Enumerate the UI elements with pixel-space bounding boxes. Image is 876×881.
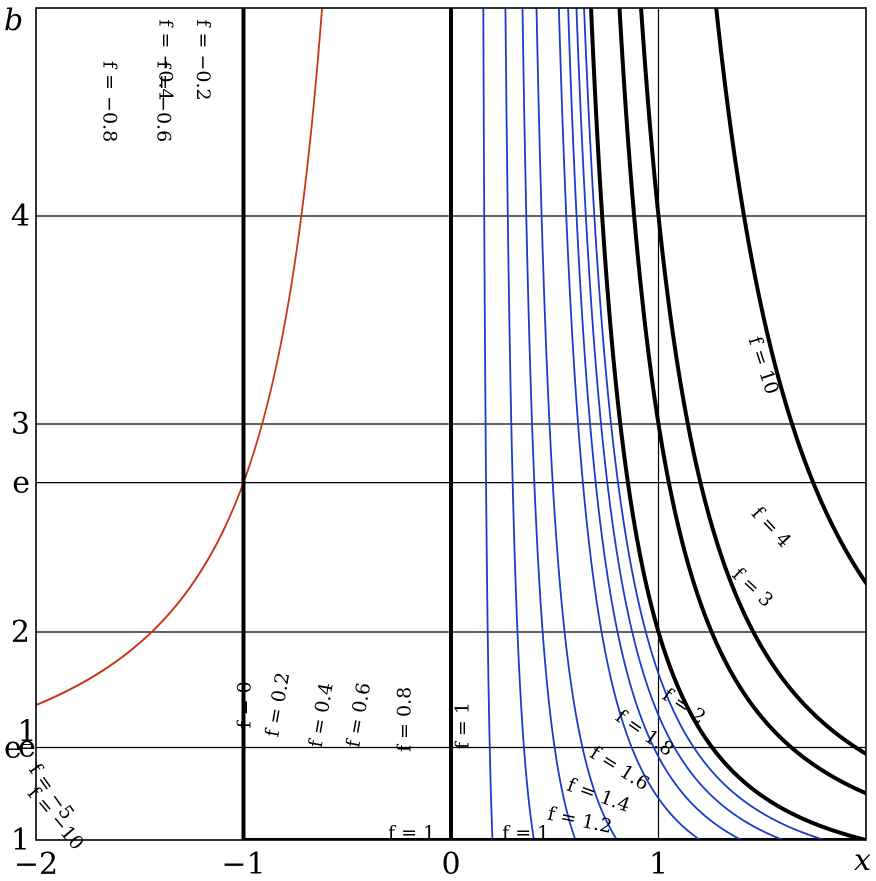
x-tick-label: 1 (649, 847, 668, 881)
curve-f-10 (714, 8, 866, 587)
x-tick-label: 0 (441, 847, 460, 881)
curve-label: f = 1 (451, 702, 473, 749)
curve-label: f = −0.6 (153, 61, 175, 142)
curve-label: f = 0.6 (342, 681, 375, 749)
y-tick-exponent-denominator: e (18, 730, 36, 765)
curve-f-1.4 (567, 8, 743, 840)
curve-label: f = 3 (728, 563, 777, 611)
curve-label-text: f = 0.4 (305, 681, 338, 749)
y-axis-label: b (4, 3, 23, 38)
curve-label: f = 1 (388, 822, 435, 844)
curve-label-text: f = 0.6 (342, 681, 375, 749)
curve-f-1.8 (583, 8, 826, 840)
curve-label-text: f = −0.4 (155, 19, 177, 100)
curve-label-text: f = −0.8 (99, 61, 121, 142)
x-axis-label: x (854, 843, 871, 878)
curve-f-2 (589, 8, 866, 840)
curve-f-4 (639, 8, 866, 757)
curve-f-1.2 (557, 8, 701, 840)
curve-label-text: f = −0.2 (192, 19, 214, 100)
curve-label-text: f = 0 (234, 681, 256, 728)
curve-f-0.8 (535, 8, 618, 840)
curve-label: f = 0 (234, 681, 256, 728)
curve-labels: f = −0.8 f = −0.6f = −0.4 f = −0.2f = −5f … (23, 19, 795, 854)
y-tick-label: 3 (11, 407, 30, 442)
curve-label-text: f = 0.2 (261, 671, 294, 739)
y-tick-exponent-numerator: 1 (17, 715, 36, 750)
curve-label-text: f = 3 (728, 563, 777, 611)
curve-label-text: f = 0.8 (393, 687, 415, 752)
curve-label: f = 0.8 (393, 687, 415, 752)
curve-f-3 (617, 8, 866, 796)
curve-label: f = 0.2 (261, 671, 294, 739)
curve-label-text: f = 1 (451, 702, 473, 749)
curve-label: f = 0.4 (305, 681, 338, 749)
x-tick-label: −1 (221, 847, 265, 881)
curve-label: f = −0.2 (192, 19, 214, 100)
curve-f-0.2 (482, 8, 494, 840)
curves (0, 8, 866, 840)
y-tick-label: e (12, 466, 30, 501)
y-tick-label: 1 (11, 823, 30, 858)
curve-label: f = 2 (658, 684, 709, 729)
curve-label-text: f = 1 (388, 822, 435, 844)
y-tick-label: 4 (11, 199, 30, 234)
curve-label-text: f = 1 (502, 822, 549, 844)
curve-label: f = 4 (747, 503, 795, 552)
curve-f-0.4 (504, 8, 535, 840)
y-tick-label: 2 (11, 615, 30, 650)
curve-label: f = −0.8 (99, 61, 121, 142)
curve-f-1.6 (575, 8, 784, 840)
curve-label-text: f = 2 (658, 684, 709, 729)
curve-label: f = 1 (502, 822, 549, 844)
plot-frame (35, 7, 867, 841)
curve-label-text: f = 4 (747, 503, 795, 552)
y-tick-label: e (4, 731, 22, 766)
curve-label: f = −0.4 (155, 19, 177, 100)
x-tick-label: −2 (14, 847, 58, 881)
curve-f-0.6 (521, 8, 577, 840)
curve-label-text: f = −0.6 (153, 61, 175, 142)
